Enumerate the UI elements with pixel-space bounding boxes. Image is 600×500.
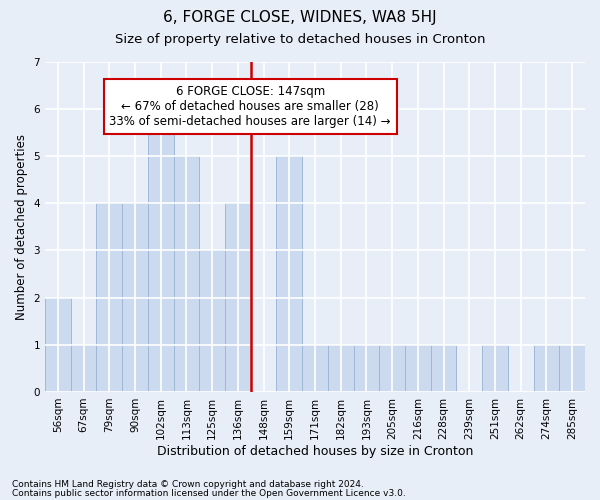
Bar	[405, 345, 431, 392]
Bar	[353, 345, 379, 392]
Text: Contains HM Land Registry data © Crown copyright and database right 2024.: Contains HM Land Registry data © Crown c…	[12, 480, 364, 489]
Text: Size of property relative to detached houses in Cronton: Size of property relative to detached ho…	[115, 32, 485, 46]
Bar	[328, 345, 353, 392]
Bar	[379, 345, 405, 392]
Bar	[122, 203, 148, 392]
Bar	[559, 345, 585, 392]
X-axis label: Distribution of detached houses by size in Cronton: Distribution of detached houses by size …	[157, 444, 473, 458]
Bar	[148, 108, 173, 392]
Bar	[225, 203, 251, 392]
Text: Contains public sector information licensed under the Open Government Licence v3: Contains public sector information licen…	[12, 488, 406, 498]
Bar	[71, 345, 97, 392]
Bar	[199, 250, 225, 392]
Bar	[97, 203, 122, 392]
Bar	[482, 345, 508, 392]
Y-axis label: Number of detached properties: Number of detached properties	[15, 134, 28, 320]
Bar	[173, 156, 199, 392]
Bar	[533, 345, 559, 392]
Bar	[302, 345, 328, 392]
Text: 6 FORGE CLOSE: 147sqm
← 67% of detached houses are smaller (28)
33% of semi-deta: 6 FORGE CLOSE: 147sqm ← 67% of detached …	[109, 84, 391, 128]
Text: 6, FORGE CLOSE, WIDNES, WA8 5HJ: 6, FORGE CLOSE, WIDNES, WA8 5HJ	[163, 10, 437, 25]
Bar	[45, 298, 71, 392]
Bar	[277, 156, 302, 392]
Bar	[431, 345, 457, 392]
